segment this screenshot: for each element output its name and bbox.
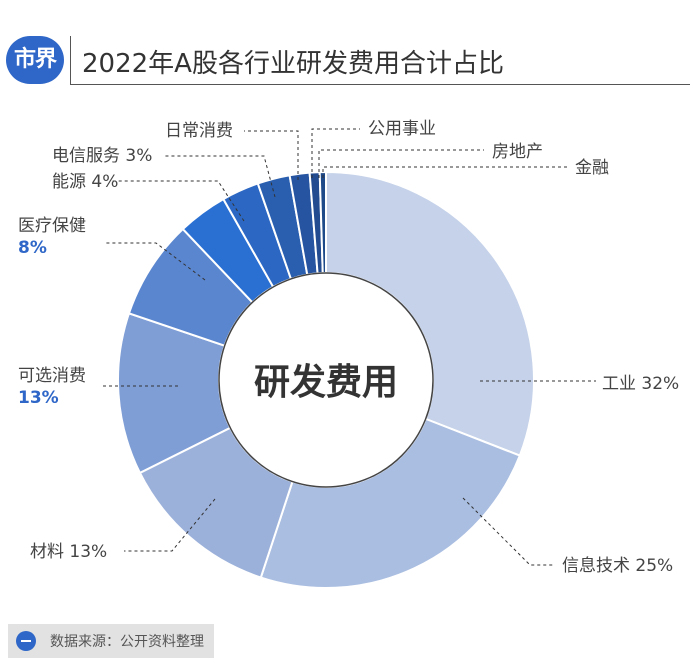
value-医疗保健: 8% xyxy=(18,238,47,258)
label-信息技术: 信息技术 25% xyxy=(562,556,673,576)
label-金融: 金融 xyxy=(575,158,609,178)
source-icon xyxy=(16,631,36,651)
chart-title: 2022年A股各行业研发费用合计占比 xyxy=(82,49,504,79)
label-房地产: 房地产 xyxy=(492,142,543,162)
leader-日常消费 xyxy=(244,130,299,180)
label-可选消费: 可选消费 xyxy=(18,366,86,386)
label-日常消费: 日常消费 xyxy=(165,121,233,141)
value-可选消费: 13% xyxy=(18,388,59,408)
leader-lines xyxy=(100,128,596,566)
source-text: 数据来源：公开资料整理 xyxy=(50,634,204,650)
leader-公用事业 xyxy=(311,128,360,178)
label-医疗保健: 医疗保健 xyxy=(18,216,86,236)
label-能源: 能源 4% xyxy=(52,172,118,192)
center-label: 研发费用 xyxy=(254,362,398,403)
brand-logo: 市界 xyxy=(6,36,64,84)
label-材料: 材料 13% xyxy=(30,542,107,562)
leader-房地产 xyxy=(318,149,484,178)
donut-hole xyxy=(218,272,434,488)
source-note: 数据来源：公开资料整理 xyxy=(8,624,214,658)
header: 市界 2022年A股各行业研发费用合计占比 xyxy=(0,0,700,100)
donut-slices xyxy=(117,170,535,589)
leader-材料 xyxy=(124,498,216,552)
title-divider xyxy=(70,36,71,84)
label-公用事业: 公用事业 xyxy=(368,119,436,139)
label-工业: 工业 32% xyxy=(602,374,679,394)
leader-信息技术 xyxy=(462,497,554,566)
leader-电信服务 xyxy=(165,155,276,198)
title-underline xyxy=(70,84,690,85)
leader-医疗保健 xyxy=(104,242,206,281)
label-电信服务: 电信服务 3% xyxy=(52,146,152,166)
